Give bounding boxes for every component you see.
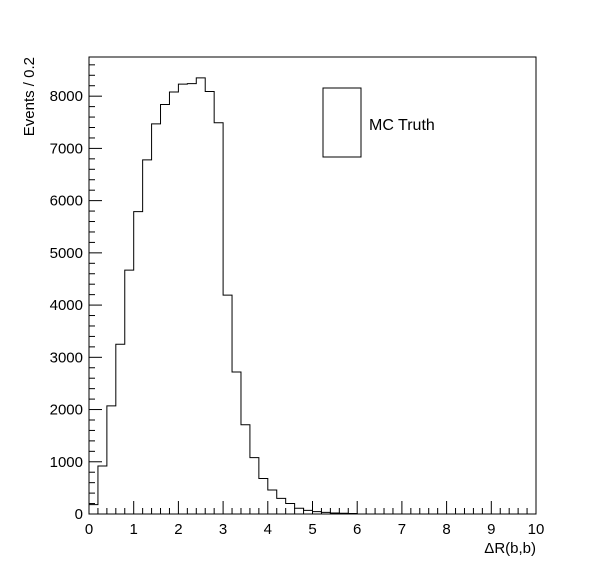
histogram-bin — [178, 84, 187, 514]
histogram-bin — [107, 406, 116, 514]
histogram-bin — [116, 344, 125, 514]
histogram-bin — [152, 124, 161, 514]
legend-entry-label: MC Truth — [369, 117, 435, 134]
y-axis-ticks: 0 1000 2000 3000 4000 5000 6000 7000 8000 — [50, 64, 102, 523]
histogram-bin — [241, 425, 250, 514]
histogram-bin — [214, 123, 223, 514]
x-tick-label: 6 — [353, 521, 361, 538]
histogram-bin — [250, 458, 259, 514]
y-tick-label: 5000 — [50, 245, 83, 262]
x-tick-label: 7 — [398, 521, 406, 538]
x-tick-label: 4 — [264, 521, 272, 538]
x-axis-label: ΔR(b,b) — [484, 540, 536, 557]
histogram-bin — [125, 270, 134, 514]
histogram-bin — [134, 212, 143, 514]
x-tick-label: 8 — [442, 521, 450, 538]
histogram-bin — [196, 78, 205, 514]
legend-swatch — [322, 87, 362, 158]
histogram-bin — [295, 508, 304, 514]
y-axis-label: Events / 0.2 — [21, 57, 38, 136]
histogram-bin — [286, 504, 295, 514]
histogram-bin — [143, 160, 152, 514]
x-tick-label: 9 — [487, 521, 495, 538]
histogram-bin — [268, 490, 277, 514]
y-tick-label: 2000 — [50, 402, 83, 419]
histogram-series-mc-truth — [88, 77, 536, 515]
histogram-bin — [277, 498, 286, 514]
histogram-bin — [98, 466, 107, 514]
y-tick-label: 3000 — [50, 349, 83, 366]
x-axis-ticks: 0 1 2 3 4 5 6 7 8 9 10 — [85, 501, 545, 538]
histogram-bin — [304, 510, 313, 514]
histogram-bin — [187, 84, 196, 514]
y-tick-label: 6000 — [50, 193, 83, 210]
histogram-bin — [89, 505, 98, 514]
y-tick-label: 1000 — [50, 454, 83, 471]
histogram-bin — [205, 91, 214, 514]
histogram-bin — [223, 295, 232, 514]
y-tick-label: 4000 — [50, 297, 83, 314]
x-tick-label: 10 — [528, 521, 545, 538]
histogram-bin — [161, 105, 170, 514]
y-tick-label: 8000 — [50, 88, 83, 105]
x-tick-label: 2 — [174, 521, 182, 538]
y-tick-label: 7000 — [50, 140, 83, 157]
x-tick-label: 3 — [219, 521, 227, 538]
x-tick-label: 1 — [130, 521, 138, 538]
histogram-bin — [232, 372, 241, 514]
legend: MC Truth — [322, 87, 435, 158]
histogram-bin — [169, 92, 178, 514]
x-tick-label: 5 — [308, 521, 316, 538]
plot-frame — [88, 56, 537, 515]
y-tick-label: 0 — [75, 506, 83, 523]
histogram-bin — [259, 478, 268, 514]
x-tick-label: 0 — [85, 521, 93, 538]
